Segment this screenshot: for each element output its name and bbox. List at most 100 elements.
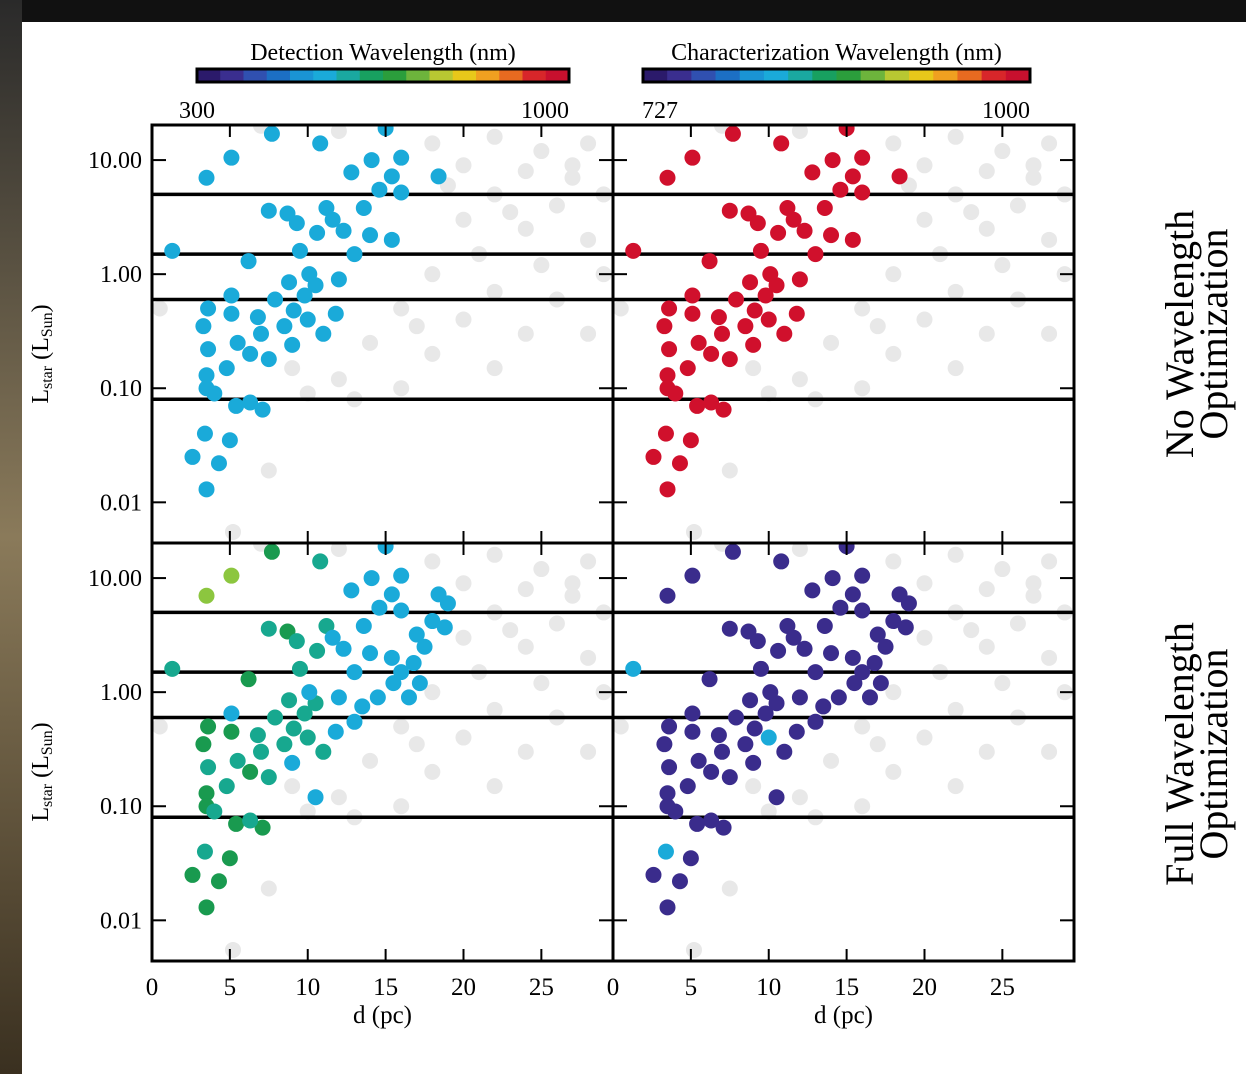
colorbar-segment bbox=[476, 69, 500, 82]
star-point bbox=[807, 713, 824, 730]
star-point bbox=[625, 242, 642, 259]
background-star bbox=[455, 629, 472, 646]
star-point bbox=[218, 778, 235, 795]
background-star bbox=[548, 615, 565, 632]
star-point bbox=[656, 318, 673, 335]
background-star bbox=[362, 334, 379, 351]
star-point bbox=[824, 152, 841, 169]
background-star bbox=[580, 553, 597, 570]
background-star bbox=[978, 743, 995, 760]
star-point bbox=[684, 705, 701, 722]
star-point bbox=[195, 736, 212, 753]
colorbar-segment bbox=[359, 69, 384, 82]
background-star bbox=[885, 763, 902, 780]
background-star bbox=[260, 462, 277, 479]
star-point bbox=[710, 727, 727, 744]
background-star bbox=[486, 701, 503, 718]
background-star bbox=[564, 575, 581, 592]
background-star bbox=[455, 729, 472, 746]
star-point bbox=[260, 351, 277, 368]
star-point bbox=[823, 227, 840, 244]
background-star bbox=[393, 300, 410, 317]
background-star bbox=[548, 197, 565, 214]
star-point bbox=[291, 660, 308, 677]
star-point bbox=[779, 200, 796, 217]
background-star bbox=[791, 543, 808, 557]
star-point bbox=[703, 394, 720, 411]
background-star bbox=[152, 718, 168, 735]
star-point bbox=[210, 873, 227, 890]
star-point bbox=[667, 385, 684, 402]
star-point bbox=[198, 367, 215, 384]
star-point bbox=[327, 305, 344, 322]
background-star bbox=[994, 675, 1011, 692]
star-point bbox=[824, 570, 841, 587]
star-point bbox=[690, 752, 707, 769]
background-star bbox=[978, 163, 995, 180]
star-point bbox=[752, 242, 769, 259]
background-star bbox=[745, 778, 762, 795]
star-point bbox=[721, 769, 738, 786]
background-star bbox=[517, 743, 534, 760]
star-point bbox=[385, 675, 402, 692]
background-star bbox=[455, 311, 472, 328]
star-point bbox=[671, 873, 688, 890]
panel-frame bbox=[611, 541, 1076, 963]
star-point bbox=[411, 675, 428, 692]
colorbar-segment bbox=[763, 69, 789, 82]
background-star bbox=[1009, 197, 1026, 214]
star-point bbox=[869, 626, 886, 643]
star-point bbox=[721, 351, 738, 368]
star-point bbox=[682, 850, 699, 867]
star-point bbox=[724, 543, 741, 560]
colorbar-segment bbox=[812, 69, 837, 82]
background-star bbox=[916, 157, 933, 174]
star-point bbox=[318, 618, 335, 635]
y-tick-label: 10.00 bbox=[88, 566, 142, 592]
panel bbox=[152, 125, 613, 540]
background-star bbox=[424, 135, 441, 152]
background-star bbox=[580, 743, 597, 760]
x-tick-label: 25 bbox=[990, 974, 1015, 1001]
colorbar-segment bbox=[452, 69, 477, 82]
background-star bbox=[424, 345, 441, 362]
star-point bbox=[228, 397, 245, 414]
colorbar-segment bbox=[383, 69, 407, 82]
background-star bbox=[994, 143, 1011, 160]
star-point bbox=[249, 309, 266, 326]
background-star bbox=[564, 157, 581, 174]
star-point bbox=[657, 425, 674, 442]
star-point bbox=[354, 698, 371, 715]
star-point bbox=[804, 164, 821, 181]
background-star bbox=[533, 675, 550, 692]
colorbar-frame bbox=[641, 67, 1032, 84]
background-star bbox=[330, 125, 347, 139]
colorbar-segment bbox=[981, 69, 1007, 82]
star-point bbox=[327, 723, 344, 740]
star-point bbox=[866, 655, 883, 672]
background-star bbox=[517, 581, 534, 598]
star-point bbox=[223, 287, 240, 304]
star-point bbox=[872, 675, 889, 692]
colorbar-segment bbox=[522, 69, 547, 82]
figure-area bbox=[22, 22, 1246, 1074]
star-point bbox=[724, 125, 741, 142]
star-point bbox=[768, 789, 785, 806]
star-point bbox=[770, 224, 787, 241]
x-tick-label: 5 bbox=[224, 974, 237, 1001]
x-tick-label: 20 bbox=[451, 974, 476, 1001]
background-star bbox=[408, 318, 425, 335]
background-star bbox=[947, 701, 964, 718]
star-point bbox=[807, 664, 824, 681]
colorbar-segment bbox=[197, 69, 221, 82]
star-point bbox=[371, 181, 388, 198]
background-star bbox=[791, 125, 808, 139]
star-point bbox=[796, 640, 813, 657]
star-point bbox=[383, 231, 400, 248]
star-point bbox=[393, 602, 410, 619]
background-star bbox=[1025, 157, 1042, 174]
background-star bbox=[916, 311, 933, 328]
star-point bbox=[742, 274, 759, 291]
star-point bbox=[659, 785, 676, 802]
